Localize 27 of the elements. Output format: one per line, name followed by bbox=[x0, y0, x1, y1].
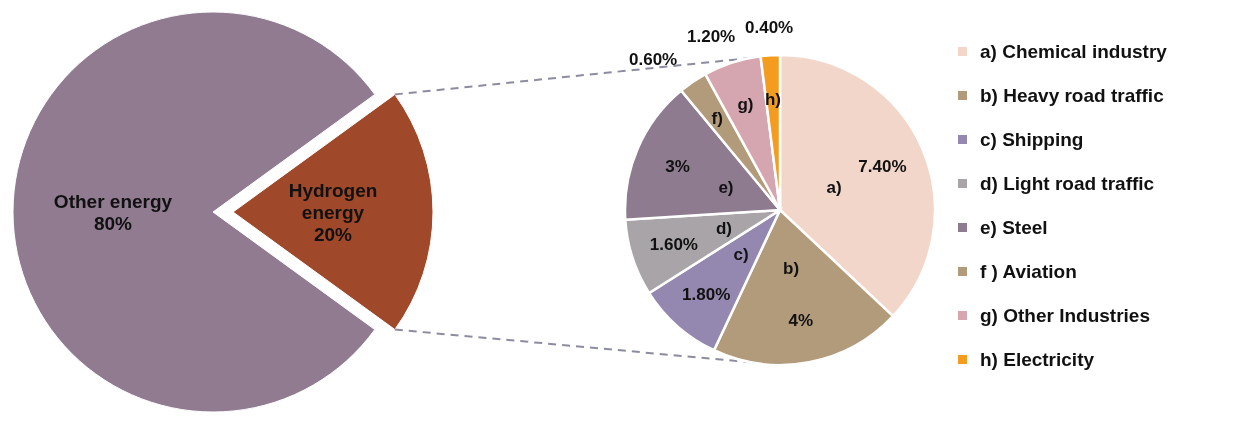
text: f) bbox=[711, 108, 723, 128]
legend-label: b) Heavy road traffic bbox=[980, 85, 1165, 106]
slice-label: Hydrogen energy bbox=[288, 180, 378, 223]
data-label: 20% bbox=[313, 224, 353, 245]
data-label: 0.60% bbox=[629, 49, 678, 69]
data-label: 3% bbox=[665, 156, 690, 176]
data-label: 80% bbox=[93, 213, 133, 234]
text: b) bbox=[783, 258, 800, 278]
slice-label: Other energy bbox=[53, 191, 173, 212]
text: d) bbox=[715, 219, 733, 239]
legend-label: c) Shipping bbox=[980, 129, 1084, 150]
legend-label: h) Electricity bbox=[980, 349, 1095, 370]
data-label: 1.60% bbox=[649, 235, 698, 255]
legend-label: e) Steel bbox=[980, 217, 1048, 238]
legend-label: f ) Aviation bbox=[980, 261, 1077, 282]
data-label: 1.20% bbox=[687, 26, 736, 46]
legend-label: g) Other Industries bbox=[980, 305, 1150, 326]
data-label: 7.40% bbox=[858, 156, 907, 176]
data-label: 1.80% bbox=[682, 284, 731, 304]
text: a) bbox=[826, 177, 842, 197]
data-label: 4% bbox=[788, 310, 814, 330]
legend-label: d) Light road traffic bbox=[980, 173, 1155, 194]
text: e) bbox=[718, 177, 734, 197]
text: g) bbox=[737, 94, 754, 114]
data-label: 0.40% bbox=[745, 18, 794, 38]
legend-label: a) Chemical industry bbox=[980, 41, 1168, 62]
text: c) bbox=[733, 245, 749, 265]
